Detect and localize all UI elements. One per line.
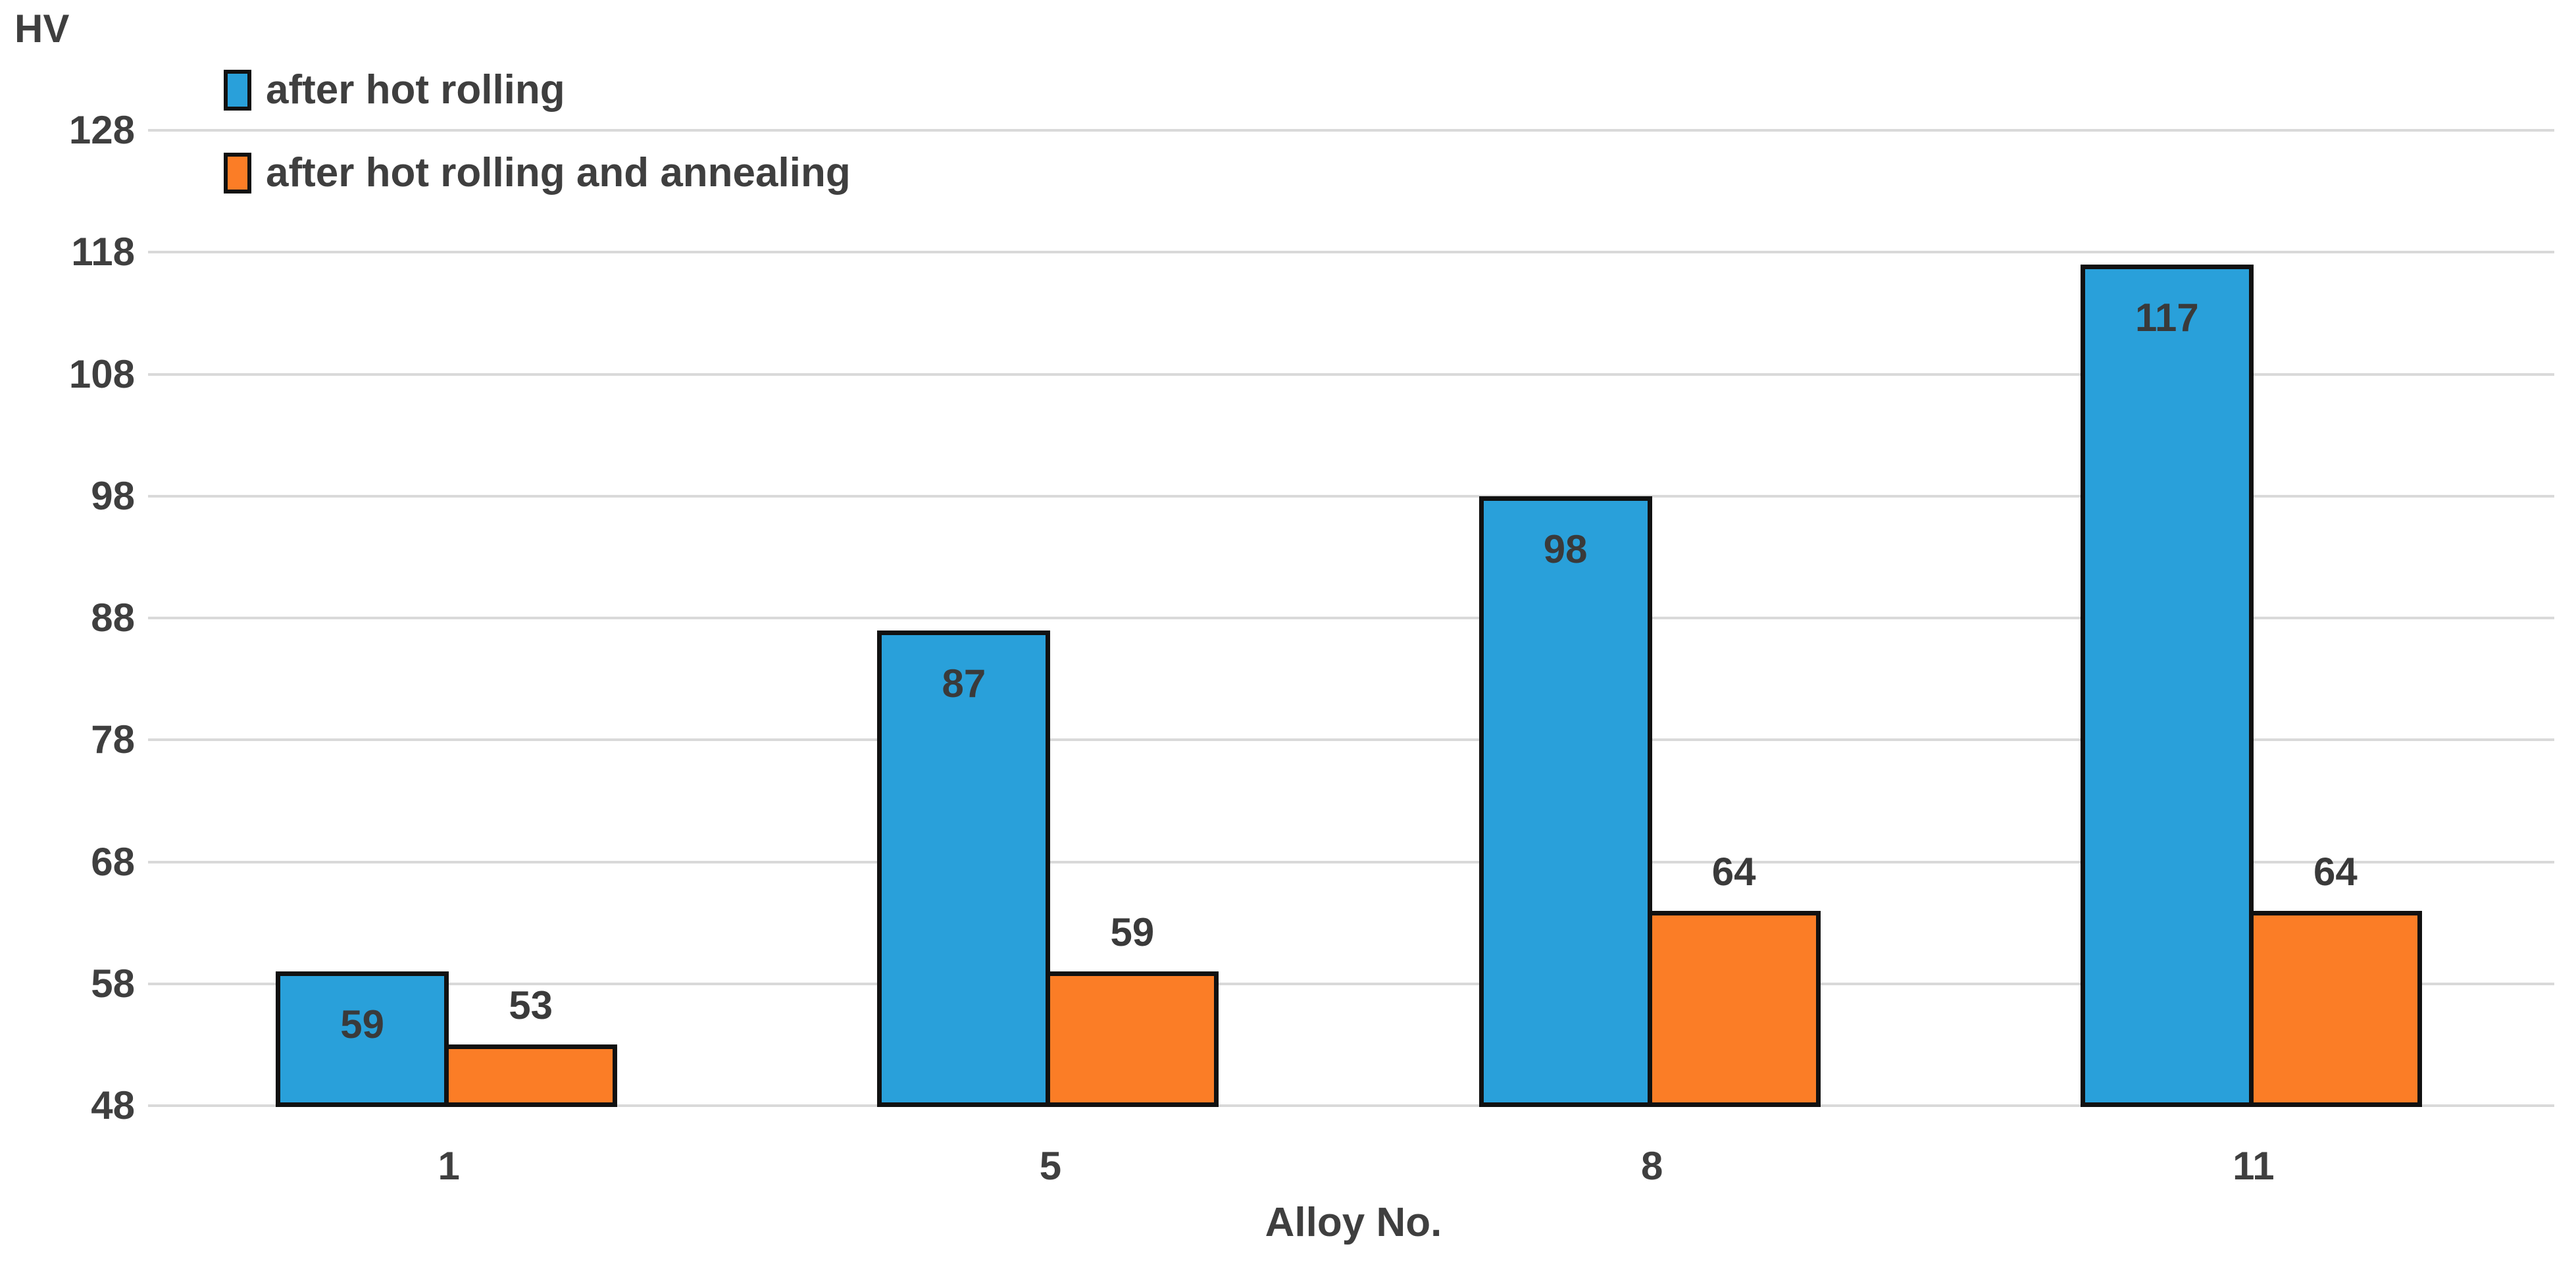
y-tick-label: 108	[68, 351, 135, 396]
bar-after-hot-rolling	[2080, 264, 2254, 1107]
x-tick-label: 8	[1640, 1144, 1663, 1188]
bar-after-hot-rolling-and-annealing	[1647, 910, 1821, 1107]
value-label-series1: 98	[1543, 527, 1588, 571]
x-tick-label: 11	[2233, 1144, 2275, 1188]
legend-swatch-icon	[224, 70, 251, 111]
value-label-series1: 59	[340, 1002, 384, 1047]
bar-after-hot-rolling	[877, 630, 1051, 1107]
y-tick-label: 78	[91, 717, 135, 762]
legend-item-label: after hot rolling	[266, 67, 565, 113]
gridline-y-108	[148, 373, 2554, 376]
gridline-y-98	[148, 494, 2554, 498]
value-label-series2: 64	[2313, 849, 2358, 894]
gridline-y-68	[148, 860, 2554, 863]
gridline-y-88	[148, 617, 2554, 619]
legend-item-1: after hot rolling	[224, 66, 565, 115]
value-label-series2: 64	[1711, 849, 1756, 894]
bar-after-hot-rolling-and-annealing	[1046, 971, 1219, 1107]
value-label-series2: 53	[509, 983, 553, 1028]
legend-item-label: after hot rolling and annealing	[266, 150, 851, 195]
x-tick-label: 1	[438, 1144, 460, 1188]
y-tick-label: 48	[91, 1083, 135, 1127]
legend-item-2: after hot rolling and annealing	[224, 149, 851, 197]
x-tick-label: 5	[1039, 1144, 1062, 1188]
gridline-y-48	[148, 1104, 2554, 1107]
x-axis-title: Alloy No.	[1265, 1200, 1442, 1245]
bar-after-hot-rolling-and-annealing	[444, 1044, 618, 1107]
y-tick-label: 128	[68, 108, 135, 152]
bar-after-hot-rolling	[276, 971, 449, 1107]
y-tick-label: 68	[91, 839, 135, 884]
y-tick-label: 88	[91, 596, 135, 640]
legend-swatch-icon	[224, 153, 251, 193]
gridline-y-128	[148, 129, 2554, 132]
y-axis-unit-label: HV	[14, 7, 70, 51]
bar-after-hot-rolling	[1478, 496, 1652, 1107]
bar-after-hot-rolling-and-annealing	[2248, 910, 2422, 1107]
gridline-y-58	[148, 982, 2554, 985]
value-label-series1: 87	[942, 661, 986, 706]
y-tick-label: 98	[91, 473, 135, 518]
y-tick-label: 58	[91, 961, 135, 1006]
value-label-series1: 117	[2134, 295, 2199, 340]
value-label-series2: 59	[1110, 910, 1155, 955]
gridline-y-118	[148, 251, 2554, 254]
gridline-y-78	[148, 738, 2554, 742]
y-tick-label: 118	[71, 230, 135, 274]
